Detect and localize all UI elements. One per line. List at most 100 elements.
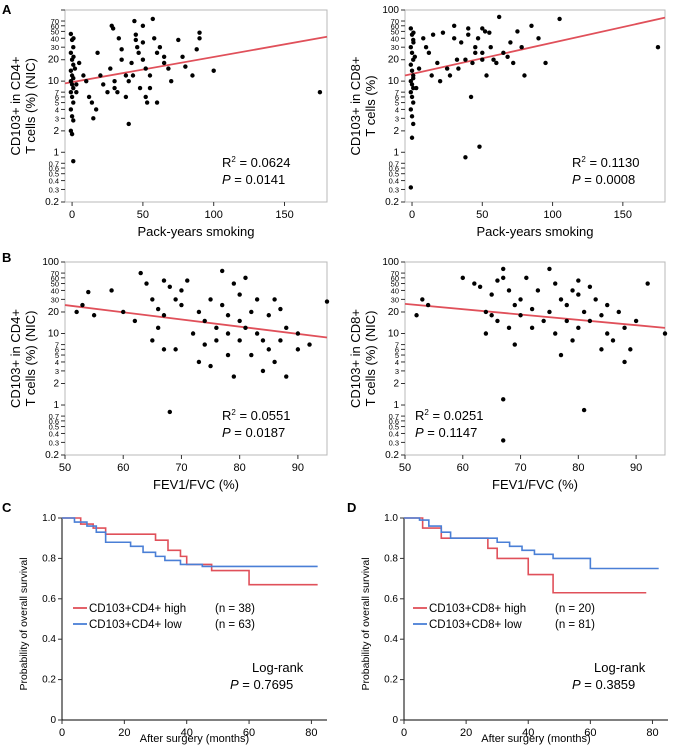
x-axis-label: Pack-years smoking — [476, 224, 593, 239]
data-point — [295, 347, 301, 352]
x-axis-label: After surgery (months) — [481, 733, 590, 745]
data-point — [225, 352, 231, 358]
data-point — [408, 44, 414, 50]
y-axis-label-line2: T cells (%) (NIC) — [23, 311, 38, 407]
data-point — [220, 268, 225, 274]
y-tick-label: 70 — [391, 17, 399, 26]
data-point — [414, 85, 419, 91]
y-tick-label: 1 — [393, 400, 399, 411]
data-point — [519, 44, 524, 50]
data-point — [154, 50, 160, 56]
r-squared-value: 0.0251 — [444, 408, 484, 423]
data-point — [473, 44, 478, 50]
panel-letter-a: A — [2, 2, 12, 17]
x-tick-label: 40 — [522, 727, 534, 739]
data-point — [501, 266, 506, 272]
y-tick-label: 0.2 — [385, 197, 399, 208]
data-point — [98, 73, 103, 78]
p-eq: = — [424, 425, 439, 440]
data-point — [564, 318, 569, 324]
points — [408, 14, 661, 190]
data-point — [249, 352, 254, 358]
y-tick-label: 20 — [388, 55, 400, 66]
data-point — [196, 309, 202, 315]
x-tick-label: 50 — [59, 462, 71, 474]
y-tick-label: 5 — [395, 351, 399, 360]
y-tick-label: 0.2 — [42, 675, 56, 686]
y-tick-label: 30 — [391, 43, 399, 52]
y-tick-label: 1.0 — [42, 513, 56, 524]
y-tick-label: 2 — [53, 126, 59, 137]
data-point — [109, 288, 114, 293]
data-point — [408, 26, 414, 31]
x-tick-label: 60 — [117, 462, 129, 474]
x-tick-label: 0 — [59, 727, 65, 739]
y-tick-label: 40 — [51, 286, 59, 295]
data-point — [208, 297, 213, 302]
y-tick-label: 5 — [55, 99, 59, 108]
p-value-stat: P = 0.0008 — [572, 172, 635, 187]
chart-a-cd4-pack-years: 0.20.30.40.50.60.71234567102030405060700… — [8, 9, 328, 239]
x-tick-label: 90 — [292, 462, 304, 474]
data-point — [491, 57, 496, 62]
y-tick-label: 4 — [395, 105, 399, 114]
data-point — [71, 158, 76, 164]
survival-curve-1 — [404, 517, 659, 570]
r-squared-value: 0.1130 — [601, 155, 640, 170]
y-tick-label: 100 — [382, 5, 399, 16]
y-tick-label: 10 — [48, 76, 60, 87]
y-axis-label: CD103+ in CD4+ T cells (%) (NIC) — [8, 57, 38, 156]
y-tick-label: 0.7 — [389, 159, 399, 168]
y-axis-label: CD103+ in CD8+ T cells (%) — [348, 57, 378, 156]
data-point — [147, 73, 153, 78]
data-point — [489, 313, 494, 318]
y-tick-label: 30 — [51, 295, 59, 304]
x-tick-label: 150 — [614, 209, 632, 221]
data-point — [130, 73, 136, 78]
data-point — [581, 309, 587, 315]
data-point — [317, 89, 323, 95]
legend-label-0: CD103+CD4+ high — [89, 603, 186, 615]
x-axis-label: FEV1/FVC (%) — [492, 477, 578, 492]
data-point — [68, 68, 74, 73]
r-squared-eq: = — [236, 408, 251, 423]
data-point — [260, 368, 266, 374]
y-tick-label: 7 — [395, 88, 399, 97]
data-point — [68, 107, 74, 112]
y-tick-label: 0.3 — [49, 438, 59, 447]
data-point — [225, 331, 231, 336]
data-point — [237, 318, 242, 324]
r-squared-label: R — [415, 408, 424, 423]
y-tick-label: 50 — [391, 280, 399, 289]
r-squared-value: 0.0551 — [251, 408, 291, 423]
data-point — [133, 32, 139, 37]
data-point — [411, 40, 416, 45]
y-tick-label: 0.7 — [49, 412, 59, 421]
x-tick-label: 20 — [460, 727, 472, 739]
p-label: P — [230, 677, 239, 692]
x-tick-label: 40 — [181, 727, 193, 739]
y-tick-label: 60 — [51, 22, 59, 31]
data-point — [95, 50, 100, 56]
x-tick-label: 100 — [205, 209, 223, 221]
y-tick-label: 3 — [395, 367, 399, 376]
data-point — [483, 331, 489, 336]
data-point — [249, 309, 254, 315]
data-point — [155, 325, 161, 331]
data-point — [599, 313, 604, 318]
data-point — [237, 338, 242, 343]
data-point — [459, 40, 464, 45]
data-point — [447, 73, 453, 78]
x-tick-label: 90 — [630, 462, 642, 474]
data-point — [150, 338, 155, 343]
y-tick-label: 0.5 — [49, 423, 59, 432]
data-point — [86, 94, 92, 100]
points — [74, 268, 330, 415]
y-tick-label: 10 — [48, 329, 60, 340]
data-point — [295, 331, 301, 336]
data-point — [466, 26, 471, 31]
data-point — [220, 302, 225, 308]
data-point — [456, 66, 461, 71]
y-tick-label: 20 — [48, 307, 60, 318]
